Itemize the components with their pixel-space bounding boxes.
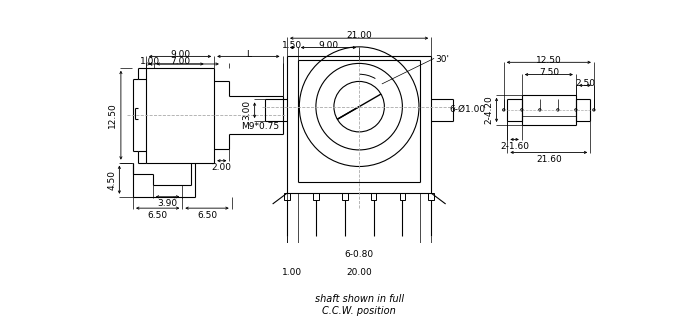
- Bar: [371, 193, 376, 200]
- Text: 6.50: 6.50: [197, 211, 217, 220]
- Text: L: L: [246, 50, 251, 59]
- Text: 2-4.20: 2-4.20: [484, 95, 493, 124]
- Text: 30': 30': [435, 55, 449, 64]
- Text: 1.50: 1.50: [282, 41, 303, 50]
- Text: M9*0.75: M9*0.75: [241, 122, 279, 131]
- Text: 3.90: 3.90: [158, 199, 178, 208]
- Bar: [400, 193, 405, 200]
- Text: 2.00: 2.00: [212, 163, 232, 172]
- Text: 12.50: 12.50: [108, 102, 117, 128]
- Text: 21.00: 21.00: [346, 31, 372, 40]
- Bar: [428, 193, 434, 200]
- Text: 1.00: 1.00: [139, 57, 160, 66]
- Text: 4.50: 4.50: [108, 170, 117, 190]
- Text: 2.50: 2.50: [575, 79, 595, 87]
- Text: shaft shown in full
C.C.W. position: shaft shown in full C.C.W. position: [314, 294, 404, 316]
- Text: 6-Ø1.00: 6-Ø1.00: [450, 105, 486, 114]
- Text: 2-1.60: 2-1.60: [500, 142, 529, 151]
- Text: 6-0.80: 6-0.80: [345, 250, 373, 259]
- Text: 7.00: 7.00: [170, 57, 190, 66]
- Text: 3.00: 3.00: [243, 100, 252, 120]
- Text: 7.50: 7.50: [539, 68, 559, 77]
- Text: 1.00: 1.00: [282, 268, 303, 277]
- Text: 12.50: 12.50: [536, 56, 561, 65]
- Bar: [284, 193, 290, 200]
- Text: 9.00: 9.00: [170, 50, 190, 59]
- Bar: [342, 193, 348, 200]
- Text: 9.00: 9.00: [319, 41, 339, 50]
- Bar: [313, 193, 319, 200]
- Text: 21.60: 21.60: [536, 155, 561, 164]
- Text: 6.50: 6.50: [148, 211, 168, 220]
- Text: 20.00: 20.00: [346, 268, 372, 277]
